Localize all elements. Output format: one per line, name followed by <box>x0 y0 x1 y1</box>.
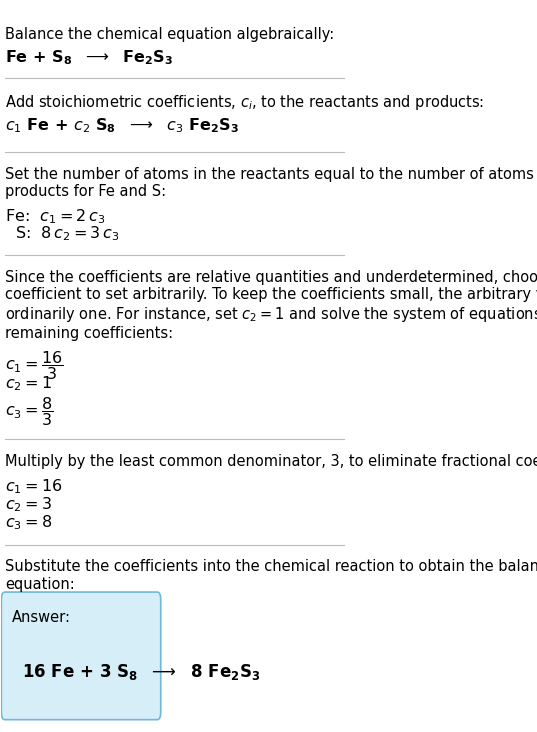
Text: $c_3 = 8$: $c_3 = 8$ <box>5 513 52 532</box>
Text: Set the number of atoms in the reactants equal to the number of atoms in the
pro: Set the number of atoms in the reactants… <box>5 167 537 199</box>
Text: $c_3 = \dfrac{8}{3}$: $c_3 = \dfrac{8}{3}$ <box>5 395 53 428</box>
Text: Multiply by the least common denominator, 3, to eliminate fractional coefficient: Multiply by the least common denominator… <box>5 454 537 468</box>
FancyBboxPatch shape <box>2 592 161 720</box>
Text: Substitute the coefficients into the chemical reaction to obtain the balanced
eq: Substitute the coefficients into the che… <box>5 559 537 591</box>
Text: $c_2 = 3$: $c_2 = 3$ <box>5 495 52 514</box>
Text: $c_1$ Fe + $c_2$ S$_\mathbf{8}$  $\longrightarrow$  $c_3$ Fe$_\mathbf{2}$S$_\mat: $c_1$ Fe + $c_2$ S$_\mathbf{8}$ $\longri… <box>5 116 239 135</box>
Text: $c_1 = 16$: $c_1 = 16$ <box>5 477 62 496</box>
Text: S:  $8\,c_2 = 3\,c_3$: S: $8\,c_2 = 3\,c_3$ <box>5 224 119 242</box>
Text: Answer:: Answer: <box>12 610 71 625</box>
Text: 16 Fe + 3 S$_\mathbf{8}$  $\longrightarrow$  8 Fe$_\mathbf{2}$S$_\mathbf{3}$: 16 Fe + 3 S$_\mathbf{8}$ $\longrightarro… <box>22 662 261 682</box>
Text: Fe:  $c_1 = 2\,c_3$: Fe: $c_1 = 2\,c_3$ <box>5 207 105 225</box>
Text: Fe + S$_\mathbf{8}$  $\longrightarrow$  Fe$_\mathbf{2}$S$_\mathbf{3}$: Fe + S$_\mathbf{8}$ $\longrightarrow$ Fe… <box>5 49 173 67</box>
Text: Balance the chemical equation algebraically:: Balance the chemical equation algebraica… <box>5 27 334 42</box>
Text: Since the coefficients are relative quantities and underdetermined, choose a
coe: Since the coefficients are relative quan… <box>5 270 537 341</box>
Text: Add stoichiometric coefficients, $c_i$, to the reactants and products:: Add stoichiometric coefficients, $c_i$, … <box>5 92 484 111</box>
Text: $c_1 = \dfrac{16}{3}$: $c_1 = \dfrac{16}{3}$ <box>5 349 63 382</box>
Text: $c_2 = 1$: $c_2 = 1$ <box>5 375 52 394</box>
